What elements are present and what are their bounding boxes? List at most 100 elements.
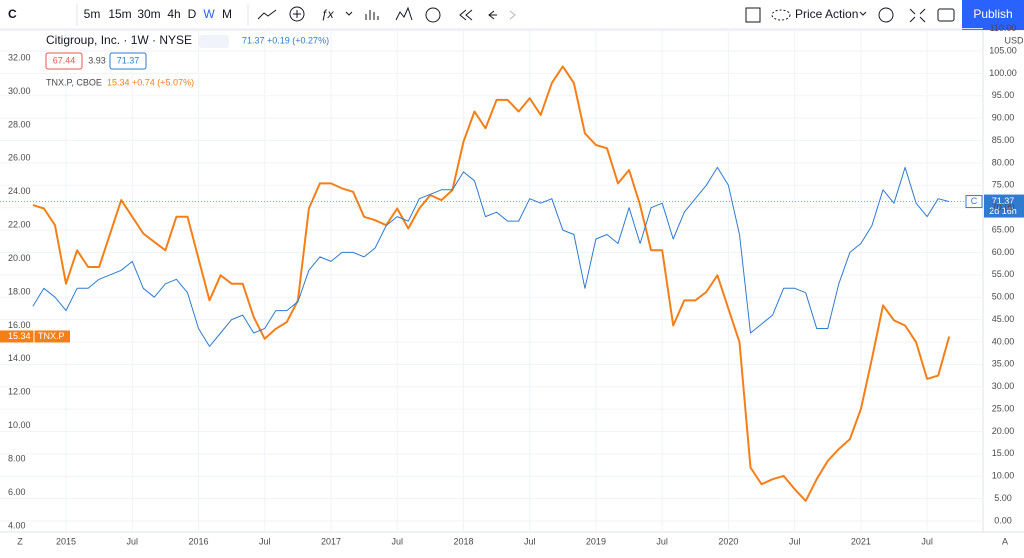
interval[interactable]: M xyxy=(222,7,232,21)
y2-tick-label: 15.00 xyxy=(992,448,1015,458)
chart-type-icon[interactable] xyxy=(257,9,277,20)
bid-box xyxy=(45,52,83,70)
countdown: 2d 16h xyxy=(989,206,1017,216)
y-tick-label: 20.00 xyxy=(8,253,31,263)
y2-tick-label: 65.00 xyxy=(992,224,1015,234)
legend: Citigroup, Inc. · 1W · NYSE 71.37 +0.19 … xyxy=(45,33,329,87)
interval[interactable]: 4h xyxy=(167,7,180,21)
x-tick-label: Jul xyxy=(656,536,668,546)
x-tick-label: Jul xyxy=(524,536,536,546)
y2-tick-label: 110.00 xyxy=(990,23,1017,33)
symbol-tag-label: TNX.P xyxy=(38,331,65,341)
y2-tick-label: 90.00 xyxy=(992,113,1015,123)
y-tick-label: 32.00 xyxy=(8,52,31,62)
publish-label[interactable]: Publish xyxy=(973,7,1012,21)
x-tick-label: Jul xyxy=(259,536,271,546)
undo-icon[interactable] xyxy=(488,10,497,20)
y2-tick-label: 55.00 xyxy=(992,269,1015,279)
main-legend-values: 71.37 +0.19 (+0.27%) xyxy=(242,35,329,45)
second-legend-values: 15.34 +0.74 (+5.07%) xyxy=(107,77,194,87)
y2-tick-label: 60.00 xyxy=(992,247,1015,257)
settings-icon[interactable] xyxy=(878,7,894,23)
bid: 67.44 xyxy=(53,55,76,65)
indicator-add-icon[interactable] xyxy=(289,6,305,22)
y2-tick-label: 30.00 xyxy=(992,381,1015,391)
x-tick-label: 2018 xyxy=(453,536,473,546)
y2-tick-label: 5.00 xyxy=(994,493,1012,503)
symbol-tag-label: C xyxy=(971,196,978,206)
y-tick-label: 6.00 xyxy=(8,487,26,497)
y2-tick-label: 25.00 xyxy=(992,403,1015,413)
interval[interactable]: 30m xyxy=(137,7,160,21)
main-legend-title: Citigroup, Inc. · 1W · NYSE xyxy=(46,33,192,47)
x-tick-label: 2016 xyxy=(188,536,208,546)
x-tick-label: Jul xyxy=(391,536,403,546)
x-tick-label: 2017 xyxy=(321,536,341,546)
price-tag-label: 71.37 xyxy=(992,196,1015,206)
layout-icon[interactable] xyxy=(745,7,761,23)
y-tick-label: 28.00 xyxy=(8,119,31,129)
symbol-tag xyxy=(965,195,983,209)
bars-icon[interactable] xyxy=(365,10,379,20)
cloud-icon xyxy=(771,9,791,21)
chevron[interactable] xyxy=(345,11,353,16)
series-line xyxy=(32,166,950,347)
price-tag-label: 15.34 xyxy=(8,331,31,341)
y2-tick-label: 20.00 xyxy=(992,426,1015,436)
y-tick-label: 10.00 xyxy=(8,420,31,430)
fullscreen-icon[interactable] xyxy=(909,8,926,23)
y2-tick-label: 40.00 xyxy=(992,336,1015,346)
price-action[interactable]: Price Action xyxy=(795,7,858,21)
ask: 71.37 xyxy=(117,55,140,65)
axis-corner-right[interactable]: A xyxy=(1002,536,1008,546)
redo-icon[interactable] xyxy=(509,10,516,20)
y-tick-label: 22.00 xyxy=(8,220,31,230)
y2-tick-label: 35.00 xyxy=(992,359,1015,369)
y-tick-label: 16.00 xyxy=(8,320,31,330)
y-tick-label: 4.00 xyxy=(8,520,26,530)
price-tag xyxy=(984,194,1024,218)
y-tick-label: 12.00 xyxy=(8,387,31,397)
y2-tick-label: 105.00 xyxy=(989,45,1017,55)
ask-box xyxy=(109,52,147,70)
plus xyxy=(293,10,301,18)
x-tick-label: 2015 xyxy=(56,536,76,546)
y2-tick-label: 0.00 xyxy=(994,515,1012,525)
publish-button[interactable] xyxy=(962,0,1024,30)
y-tick-label: 26.00 xyxy=(8,153,31,163)
spread: 3.93 xyxy=(88,55,106,65)
compare-icon[interactable] xyxy=(395,6,413,21)
snapshot-icon[interactable] xyxy=(937,8,955,22)
y2-tick-label: 45.00 xyxy=(992,314,1015,324)
y2-tick-label: 70.00 xyxy=(992,202,1015,212)
interval[interactable]: D xyxy=(188,7,197,21)
y-tick-label: 18.00 xyxy=(8,286,31,296)
toolbar xyxy=(0,0,1024,30)
interval[interactable]: 5m xyxy=(84,7,101,21)
alert-icon[interactable] xyxy=(425,7,441,23)
x-tick-label: Jul xyxy=(789,536,801,546)
y-tick-label: 14.00 xyxy=(8,353,31,363)
symbol[interactable]: C xyxy=(8,7,17,21)
interval[interactable]: 15m xyxy=(108,7,131,21)
chevron[interactable] xyxy=(859,11,867,16)
price-tag xyxy=(0,330,70,343)
replay-icon[interactable] xyxy=(459,9,473,21)
y2-tick-label: 100.00 xyxy=(989,68,1017,78)
y-tick-label: 8.00 xyxy=(8,454,26,464)
y2-tick-label: 95.00 xyxy=(992,90,1015,100)
fx-icon[interactable]: ƒx xyxy=(321,7,335,21)
series-line xyxy=(32,65,951,502)
x-tick-label: 2019 xyxy=(586,536,606,546)
x-tick-label: Jul xyxy=(921,536,933,546)
visibility-toggle[interactable] xyxy=(199,35,229,48)
y-tick-label: 24.00 xyxy=(8,186,31,196)
second-legend-title: TNX.P, CBOE xyxy=(46,77,102,87)
y2-tick-label: 85.00 xyxy=(992,135,1015,145)
y2-tick-label: 50.00 xyxy=(992,292,1015,302)
x-tick-label: 2021 xyxy=(851,536,871,546)
axis-corner-left[interactable]: Z xyxy=(17,536,23,546)
interval[interactable]: W xyxy=(203,7,215,21)
x-tick-label: Jul xyxy=(127,536,139,546)
